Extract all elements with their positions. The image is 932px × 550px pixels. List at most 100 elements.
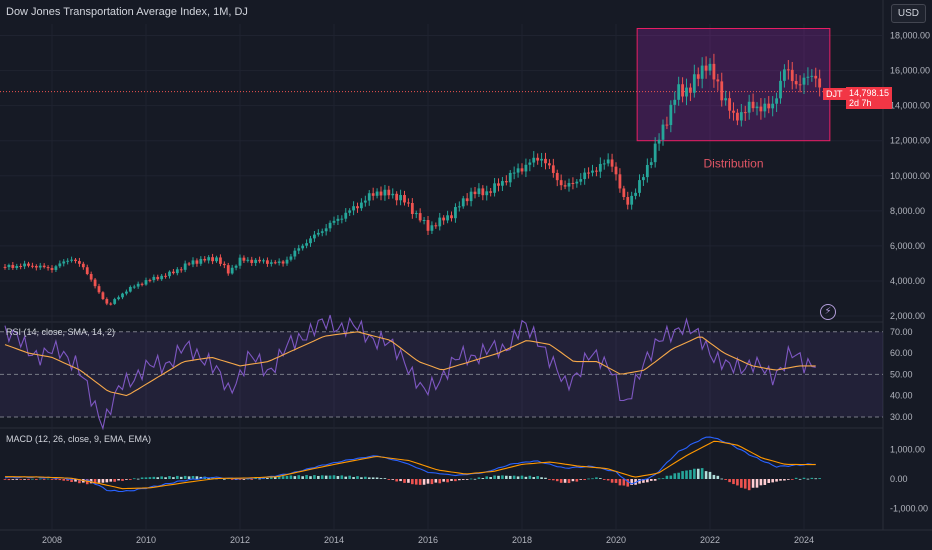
- candle-body: [493, 183, 496, 193]
- candle-body: [579, 179, 583, 182]
- macd-histogram-bar: [293, 476, 297, 479]
- candle-body: [642, 177, 645, 181]
- candle-body: [798, 84, 802, 86]
- candle-body: [375, 191, 379, 196]
- candle: [700, 57, 704, 89]
- candle-body: [700, 65, 704, 79]
- macd-histogram-bar: [438, 479, 442, 484]
- candle-body: [23, 263, 26, 267]
- candle: [367, 190, 371, 206]
- macd-histogram-bar: [160, 476, 163, 479]
- candle-body: [587, 172, 590, 174]
- candle-body: [399, 195, 402, 201]
- macd-histogram-bar: [281, 476, 285, 479]
- candle-body: [555, 172, 559, 181]
- macd-histogram-bar: [391, 479, 395, 480]
- candle: [665, 116, 669, 130]
- macd-histogram-bar: [19, 479, 22, 480]
- macd-tick-label: 0.00: [890, 474, 908, 484]
- macd-histogram-bar: [422, 479, 426, 485]
- macd-histogram-bar: [317, 475, 320, 479]
- lightning-icon[interactable]: ⚡: [820, 304, 836, 320]
- candle: [653, 137, 657, 168]
- candle: [696, 67, 700, 87]
- candle-body: [469, 191, 473, 202]
- macd-histogram-bar: [469, 478, 473, 480]
- candle: [81, 261, 85, 270]
- candle-body: [187, 263, 191, 265]
- currency-button[interactable]: USD: [890, 4, 926, 23]
- candle-body: [610, 159, 614, 167]
- candle-body: [242, 257, 246, 261]
- candle-body: [626, 197, 630, 205]
- candle-body: [489, 191, 493, 193]
- macd-histogram-bar: [66, 479, 69, 481]
- candle-body: [751, 101, 755, 109]
- macd-histogram-bar: [254, 477, 257, 479]
- candle-body: [215, 257, 218, 262]
- candle-body: [512, 172, 516, 174]
- candle-body: [747, 101, 751, 113]
- candle: [743, 105, 747, 121]
- candle: [818, 69, 822, 97]
- ticker-badge: DJT: [823, 88, 846, 100]
- candle-body: [340, 218, 344, 220]
- candle: [548, 159, 551, 169]
- candle-body: [313, 234, 316, 239]
- macd-histogram-bar: [11, 479, 15, 480]
- candle: [422, 217, 426, 225]
- candle: [583, 168, 587, 185]
- macd-histogram-bar: [693, 468, 696, 479]
- candle: [571, 177, 575, 190]
- candle-body: [289, 256, 293, 260]
- macd-histogram-bar: [301, 476, 304, 479]
- candle: [418, 208, 422, 223]
- candle-body: [297, 248, 301, 251]
- candle-body: [551, 165, 555, 173]
- macd-histogram-bar: [740, 479, 743, 488]
- macd-histogram-bar: [418, 479, 422, 485]
- macd-histogram-bar: [191, 476, 195, 479]
- macd-histogram-bar: [387, 479, 391, 480]
- candle: [199, 256, 203, 266]
- macd-histogram-bar: [152, 476, 156, 479]
- macd-histogram-bar: [297, 475, 301, 479]
- candle-body: [653, 143, 657, 163]
- macd-histogram-bar: [779, 479, 782, 481]
- candle: [285, 256, 289, 266]
- macd-histogram-bar: [156, 477, 160, 479]
- macd-histogram-bar: [610, 479, 614, 483]
- candle: [461, 195, 465, 209]
- candle-body: [262, 260, 265, 262]
- candle-body: [195, 260, 199, 264]
- candle: [281, 259, 285, 267]
- candle: [207, 255, 211, 264]
- macd-histogram-bar: [183, 475, 187, 479]
- macd-histogram-bar: [403, 479, 406, 483]
- candle: [779, 71, 782, 104]
- candle-body: [62, 261, 66, 264]
- candle-body: [544, 158, 547, 164]
- candle: [313, 231, 316, 242]
- candle: [520, 163, 524, 175]
- candle: [152, 274, 156, 283]
- candle-body: [473, 191, 477, 195]
- candle: [93, 277, 97, 289]
- macd-pane-label: MACD (12, 26, close, 9, EMA, EMA): [6, 434, 152, 444]
- macd-histogram-bar: [54, 479, 58, 480]
- candle: [720, 72, 724, 107]
- candle-body: [708, 63, 712, 71]
- macd-histogram-bar: [685, 470, 688, 479]
- macd-histogram-bar: [187, 476, 191, 479]
- candle-body: [763, 103, 767, 112]
- macd-histogram-bar: [571, 479, 575, 482]
- macd-histogram-bar: [58, 479, 62, 481]
- candle: [305, 239, 308, 249]
- bar-countdown: 2d 7h: [849, 98, 872, 108]
- candle-body: [794, 81, 798, 85]
- macd-histogram-bar: [646, 479, 649, 483]
- macd-histogram-bar: [371, 477, 375, 479]
- candle-body: [739, 112, 743, 121]
- candle-body: [136, 283, 140, 287]
